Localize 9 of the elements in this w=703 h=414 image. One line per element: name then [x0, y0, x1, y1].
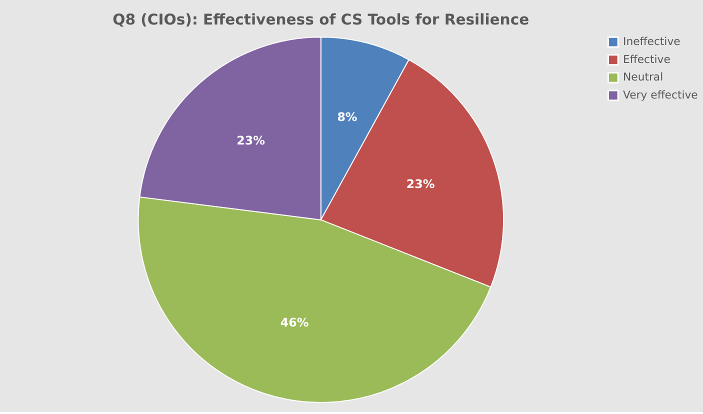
legend-label: Very effective	[623, 88, 698, 102]
data-label: 8%	[337, 110, 358, 124]
legend-label: Neutral	[623, 70, 664, 84]
legend-label: Ineffective	[623, 35, 681, 48]
data-label: 46%	[280, 315, 309, 330]
data-label: 23%	[236, 133, 266, 148]
data-label: 23%	[406, 176, 435, 191]
legend-label: Effective	[623, 52, 671, 66]
chart-title: Q8 (CIOs): Effectiveness of CS Tools for Resilience	[112, 11, 530, 28]
